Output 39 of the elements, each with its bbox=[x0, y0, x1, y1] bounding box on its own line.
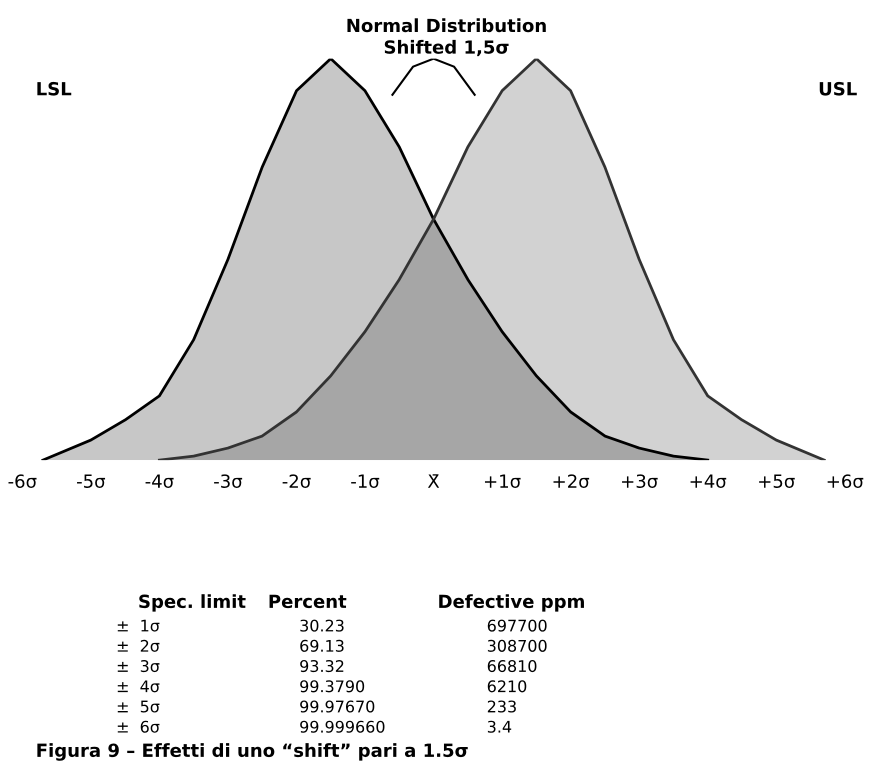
text: 308700 bbox=[488, 640, 547, 652]
annotation: LSL bbox=[37, 82, 72, 96]
text: Percent bbox=[270, 594, 346, 608]
text: Figura 9 – Effetti di uno “shift” pari a 1.5σ bbox=[37, 743, 468, 761]
text: 6210 bbox=[488, 680, 526, 692]
chart-subtitle: Shifted 1,5σ bbox=[384, 40, 509, 56]
x-tick-label: -4σ bbox=[146, 474, 174, 488]
text: ± 2σ bbox=[118, 640, 160, 652]
text: 99.999660 bbox=[300, 720, 384, 733]
x-tick-label: -5σ bbox=[77, 474, 106, 488]
x-tick-label: +3σ bbox=[622, 474, 658, 488]
annotation: USL bbox=[820, 82, 857, 96]
text: ± 4σ bbox=[118, 680, 160, 692]
text: ± 1σ bbox=[118, 620, 160, 632]
text: 697700 bbox=[488, 620, 547, 632]
x-tick-label: -1σ bbox=[351, 474, 380, 488]
text: 99.97670 bbox=[300, 700, 374, 713]
x-tick-label: -2σ bbox=[282, 474, 311, 488]
text: 30.23 bbox=[300, 620, 344, 632]
x-tick-label: +5σ bbox=[759, 474, 795, 488]
text: 99.3790 bbox=[300, 680, 364, 692]
text: 233 bbox=[488, 700, 516, 713]
text: 69.13 bbox=[300, 640, 344, 652]
text: 3.4 bbox=[488, 720, 512, 733]
x-tick-label: X̄ bbox=[428, 474, 440, 488]
text: Spec. limit bbox=[139, 594, 246, 612]
x-tick-label: +2σ bbox=[554, 474, 590, 488]
x-tick-label: -3σ bbox=[214, 474, 242, 488]
text: Defective ppm bbox=[439, 594, 584, 612]
text: 93.32 bbox=[300, 660, 344, 672]
x-tick-label: +6σ bbox=[828, 474, 864, 488]
text: ± 3σ bbox=[118, 660, 160, 672]
chart-title: Normal Distribution bbox=[347, 18, 546, 32]
text: 66810 bbox=[488, 660, 536, 672]
x-tick-label: +1σ bbox=[484, 474, 521, 488]
text: ± 5σ bbox=[118, 700, 160, 713]
x-tick-label: -6σ bbox=[8, 474, 37, 488]
x-tick-label: +4σ bbox=[690, 474, 726, 488]
text: ± 6σ bbox=[118, 720, 160, 733]
